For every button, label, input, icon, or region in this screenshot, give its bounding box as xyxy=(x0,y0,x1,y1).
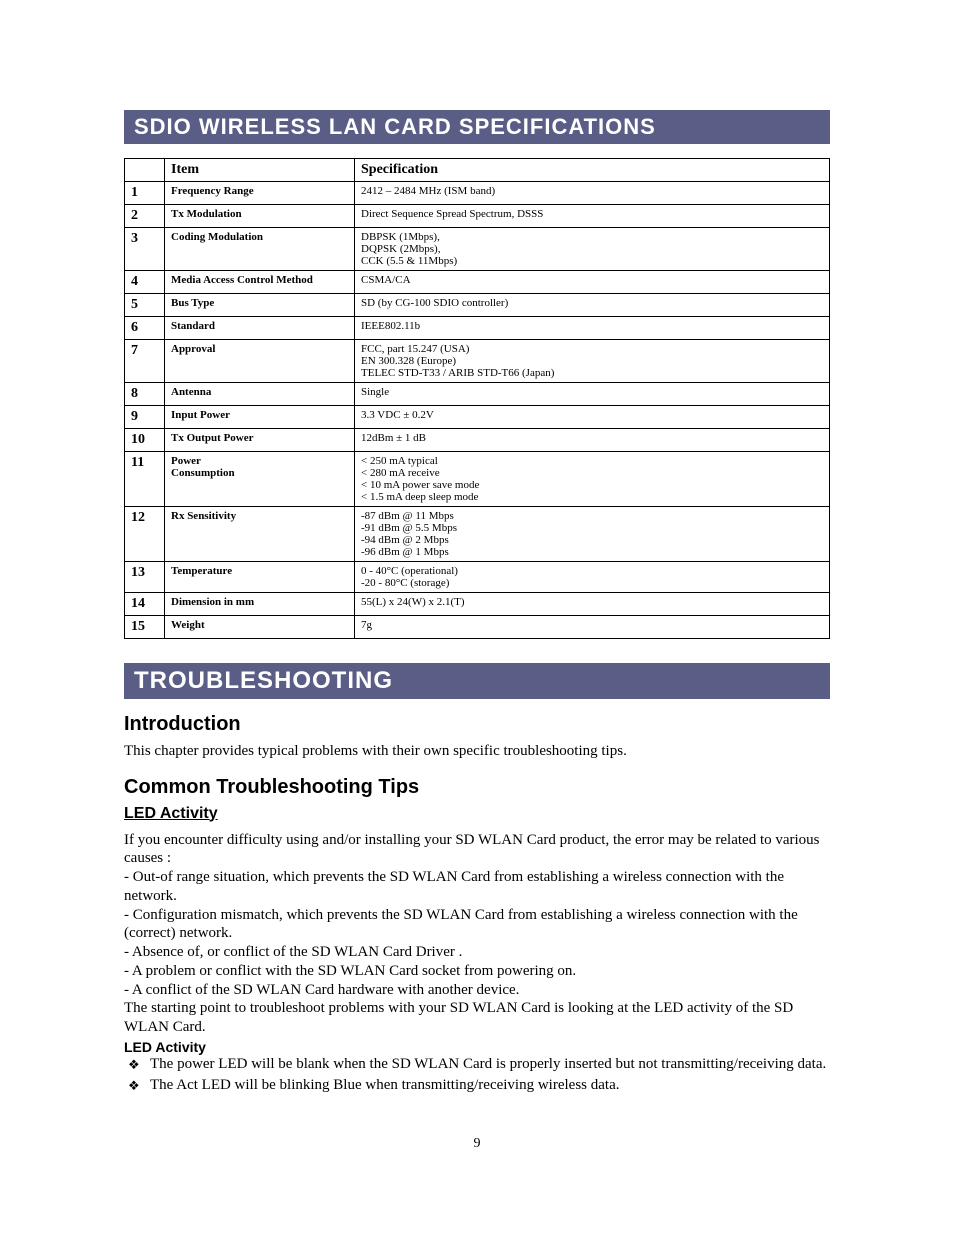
list-item: The Act LED will be blinking Blue when t… xyxy=(150,1076,830,1096)
table-row: 3Coding ModulationDBPSK (1Mbps),DQPSK (2… xyxy=(125,228,830,271)
troubleshooting-section-header: TROUBLESHOOTING xyxy=(124,663,830,699)
row-item: Standard xyxy=(165,317,355,340)
row-item: Approval xyxy=(165,340,355,383)
row-value: Direct Sequence Spread Spectrum, DSSS xyxy=(355,205,830,228)
row-number: 11 xyxy=(125,452,165,507)
cause-line: - Absence of, or conflict of the SD WLAN… xyxy=(124,943,830,962)
row-value: CSMA/CA xyxy=(355,271,830,294)
row-value: Single xyxy=(355,383,830,406)
row-item: Dimension in mm xyxy=(165,593,355,616)
row-number: 1 xyxy=(125,182,165,205)
row-number: 15 xyxy=(125,616,165,639)
row-value: DBPSK (1Mbps),DQPSK (2Mbps),CCK (5.5 & 1… xyxy=(355,228,830,271)
row-number: 12 xyxy=(125,507,165,562)
row-number: 2 xyxy=(125,205,165,228)
row-number: 9 xyxy=(125,406,165,429)
led-intro-paragraph: If you encounter difficulty using and/or… xyxy=(124,831,830,1037)
row-number: 4 xyxy=(125,271,165,294)
row-number: 5 xyxy=(125,294,165,317)
cause-line: - A problem or conflict with the SD WLAN… xyxy=(124,962,830,981)
row-number: 13 xyxy=(125,562,165,593)
intro-heading: Introduction xyxy=(124,713,830,736)
table-row: 4Media Access Control MethodCSMA/CA xyxy=(125,271,830,294)
table-row: 9Input Power3.3 VDC ± 0.2V xyxy=(125,406,830,429)
table-row: 8AntennaSingle xyxy=(125,383,830,406)
row-item: Input Power xyxy=(165,406,355,429)
led-activity-heading: LED Activity xyxy=(124,805,830,823)
led-bullet-list: The power LED will be blank when the SD … xyxy=(124,1055,830,1096)
col-header-spec: Specification xyxy=(355,159,830,182)
table-row: 5Bus TypeSD (by CG-100 SDIO controller) xyxy=(125,294,830,317)
row-number: 3 xyxy=(125,228,165,271)
tips-heading: Common Troubleshooting Tips xyxy=(124,776,830,799)
row-value: 3.3 VDC ± 0.2V xyxy=(355,406,830,429)
table-row: 14Dimension in mm55(L) x 24(W) x 2.1(T) xyxy=(125,593,830,616)
row-item: Bus Type xyxy=(165,294,355,317)
table-row: 15Weight7g xyxy=(125,616,830,639)
spec-table: Item Specification 1Frequency Range2412 … xyxy=(124,158,830,639)
row-value: FCC, part 15.247 (USA)EN 300.328 (Europe… xyxy=(355,340,830,383)
row-number: 14 xyxy=(125,593,165,616)
row-number: 6 xyxy=(125,317,165,340)
para-text: The starting point to troubleshoot probl… xyxy=(124,999,830,1037)
spec-section-header: SDIO WIRELESS LAN CARD SPECIFICATIONS xyxy=(124,110,830,144)
row-item: Media Access Control Method xyxy=(165,271,355,294)
intro-body: This chapter provides typical problems w… xyxy=(124,742,830,762)
row-number: 7 xyxy=(125,340,165,383)
table-row: 6StandardIEEE802.11b xyxy=(125,317,830,340)
cause-line: - A conflict of the SD WLAN Card hardwar… xyxy=(124,981,830,1000)
table-row: 1Frequency Range2412 – 2484 MHz (ISM ban… xyxy=(125,182,830,205)
row-item: Coding Modulation xyxy=(165,228,355,271)
cause-line: - Out-of range situation, which prevents… xyxy=(124,868,830,906)
row-value: IEEE802.11b xyxy=(355,317,830,340)
row-item: Weight xyxy=(165,616,355,639)
row-item: PowerConsumption xyxy=(165,452,355,507)
list-item: The power LED will be blank when the SD … xyxy=(150,1055,830,1075)
table-row: 10Tx Output Power12dBm ± 1 dB xyxy=(125,429,830,452)
row-value: < 250 mA typical< 280 mA receive< 10 mA … xyxy=(355,452,830,507)
page-number: 9 xyxy=(124,1136,830,1152)
row-value: 2412 – 2484 MHz (ISM band) xyxy=(355,182,830,205)
cause-line: - Configuration mismatch, which prevents… xyxy=(124,906,830,944)
row-item: Frequency Range xyxy=(165,182,355,205)
row-item: Tx Output Power xyxy=(165,429,355,452)
col-header-num xyxy=(125,159,165,182)
row-value: 7g xyxy=(355,616,830,639)
row-value: SD (by CG-100 SDIO controller) xyxy=(355,294,830,317)
col-header-item: Item xyxy=(165,159,355,182)
table-row: 13Temperature0 - 40°C (operational)-20 -… xyxy=(125,562,830,593)
row-value: 55(L) x 24(W) x 2.1(T) xyxy=(355,593,830,616)
row-value: 12dBm ± 1 dB xyxy=(355,429,830,452)
row-value: 0 - 40°C (operational)-20 - 80°C (storag… xyxy=(355,562,830,593)
row-item: Antenna xyxy=(165,383,355,406)
table-header-row: Item Specification xyxy=(125,159,830,182)
row-value: -87 dBm @ 11 Mbps-91 dBm @ 5.5 Mbps-94 d… xyxy=(355,507,830,562)
table-row: 12Rx Sensitivity-87 dBm @ 11 Mbps-91 dBm… xyxy=(125,507,830,562)
table-row: 2Tx ModulationDirect Sequence Spread Spe… xyxy=(125,205,830,228)
table-row: 11PowerConsumption< 250 mA typical< 280 … xyxy=(125,452,830,507)
row-item: Tx Modulation xyxy=(165,205,355,228)
row-item: Rx Sensitivity xyxy=(165,507,355,562)
para-text: If you encounter difficulty using and/or… xyxy=(124,831,830,869)
led-activity-subheading: LED Activity xyxy=(124,1039,830,1055)
row-number: 10 xyxy=(125,429,165,452)
row-number: 8 xyxy=(125,383,165,406)
table-row: 7ApprovalFCC, part 15.247 (USA)EN 300.32… xyxy=(125,340,830,383)
row-item: Temperature xyxy=(165,562,355,593)
